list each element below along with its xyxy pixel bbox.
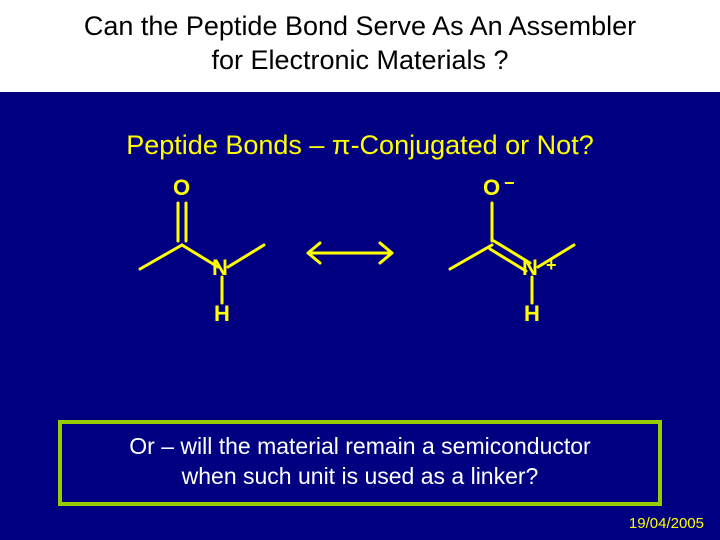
- structure-neutral: O N H: [110, 173, 290, 338]
- charge-N-plus: +: [546, 255, 557, 276]
- atom-H-left: H: [214, 301, 230, 327]
- subtitle: Peptide Bonds – π-Conjugated or Not?: [0, 130, 720, 161]
- resonance-arrow-svg: [300, 241, 410, 265]
- atom-N-left: N: [212, 255, 228, 281]
- title-bar: Can the Peptide Bond Serve As An Assembl…: [0, 0, 720, 92]
- atom-N-right: N: [522, 255, 538, 281]
- charge-O-minus: −: [504, 173, 515, 194]
- question-box: Or – will the material remain a semicond…: [58, 420, 662, 506]
- question-line1: Or – will the material remain a semicond…: [129, 433, 590, 459]
- subtitle-prefix: Peptide Bonds –: [126, 130, 332, 160]
- structure-zwitterion: O N H − +: [420, 173, 600, 338]
- atom-H-right: H: [524, 301, 540, 327]
- resonance-arrow: [300, 241, 410, 270]
- subtitle-suffix: -Conjugated or Not?: [351, 130, 594, 160]
- title-line2: for Electronic Materials ?: [211, 45, 508, 75]
- atom-O-left: O: [173, 175, 190, 201]
- structure-neutral-svg: [110, 173, 290, 333]
- pi-symbol: π: [332, 130, 351, 160]
- title-line1: Can the Peptide Bond Serve As An Assembl…: [84, 11, 636, 41]
- atom-O-right: O: [483, 175, 500, 201]
- question-line2: when such unit is used as a linker?: [182, 463, 539, 489]
- resonance-diagram: O N H O N H − +: [0, 173, 720, 343]
- structure-zwitterion-svg: [420, 173, 600, 333]
- slide-date: 19/04/2005: [629, 515, 704, 532]
- page-title: Can the Peptide Bond Serve As An Assembl…: [20, 10, 700, 78]
